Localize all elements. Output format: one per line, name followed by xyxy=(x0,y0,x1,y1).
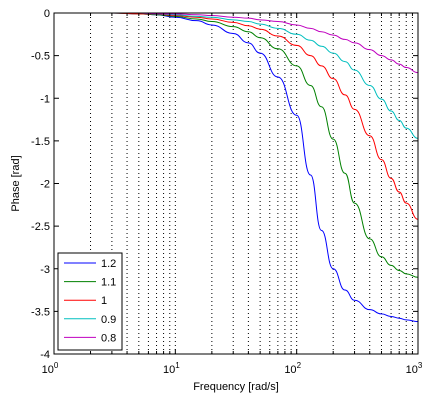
y-tick-label: -1 xyxy=(40,93,50,105)
series-line-1-2 xyxy=(111,12,419,323)
y-tick-label: -2.5 xyxy=(31,221,50,233)
x-tick-labels: 100 101 102 103 xyxy=(42,361,423,376)
legend-label: 1.2 xyxy=(101,258,116,270)
axis-ticks xyxy=(53,12,419,355)
y-axis-label: Phase [rad] xyxy=(10,155,22,211)
y-tick-label: -0.5 xyxy=(31,51,50,63)
series-line-1 xyxy=(111,12,419,220)
series-lines xyxy=(111,12,419,323)
x-axis-label: Frequency [rad/s] xyxy=(193,381,279,393)
x-tick-label: 100 xyxy=(42,361,59,376)
y-tick-label: -3.5 xyxy=(31,306,50,318)
y-tick-label: -3 xyxy=(40,264,50,276)
grid-lines xyxy=(90,13,413,354)
y-tick-label: 0 xyxy=(44,8,50,20)
y-tick-labels: 0 -0.5 -1 -1.5 -2 -2.5 -3 -3.5 -4 xyxy=(31,8,50,361)
x-tick-label: 103 xyxy=(406,361,423,376)
legend-label: 0.8 xyxy=(101,332,116,344)
legend-label: 0.9 xyxy=(101,314,116,326)
legend-label: 1.1 xyxy=(101,277,116,289)
y-tick-label: -4 xyxy=(40,349,50,361)
series-line-0-8 xyxy=(111,12,419,74)
x-tick-label: 102 xyxy=(284,361,301,376)
legend: 1.2 1.1 1 0.9 0.8 xyxy=(57,252,123,351)
series-line-0-9 xyxy=(111,12,419,139)
legend-box xyxy=(57,252,123,351)
y-tick-label: -1.5 xyxy=(31,136,50,148)
series-line-1-1 xyxy=(111,12,419,278)
x-tick-label: 101 xyxy=(163,361,180,376)
y-tick-label: -2 xyxy=(40,179,50,191)
legend-label: 1 xyxy=(101,295,107,307)
